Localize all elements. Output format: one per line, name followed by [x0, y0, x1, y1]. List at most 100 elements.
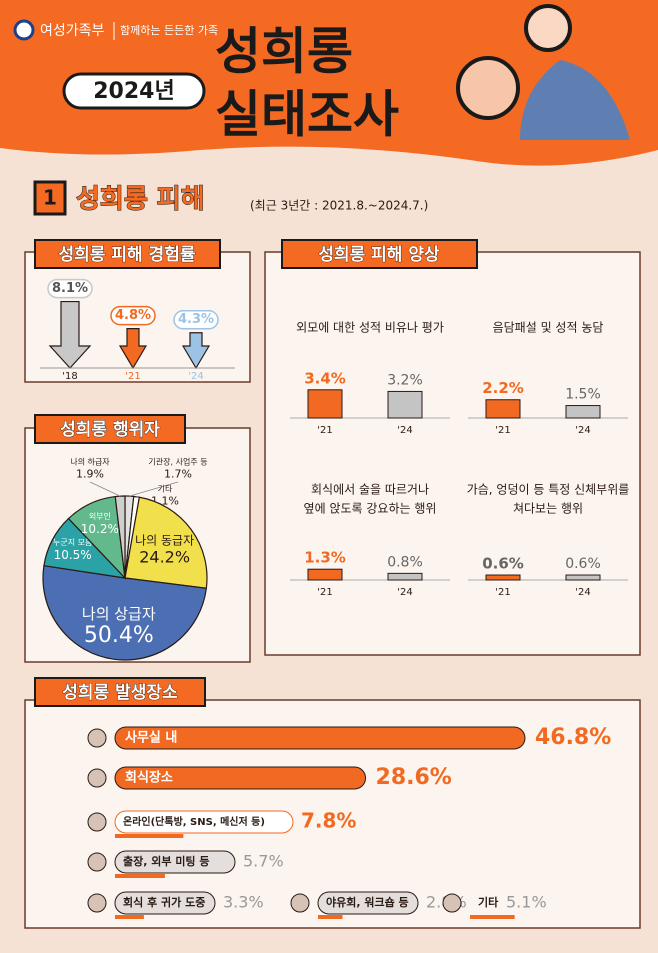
bar — [114, 766, 367, 790]
place-icon — [87, 812, 107, 832]
year-label: '24 — [397, 587, 412, 598]
value-label: 3.4% — [304, 369, 346, 387]
pie-slice — [42, 564, 208, 661]
panel-label: 음담패설 및 성적 농담 — [493, 321, 604, 335]
bar — [387, 390, 423, 419]
pie-slice — [124, 496, 208, 589]
bar — [307, 389, 343, 419]
bar — [485, 574, 521, 581]
slice-value: 1.7% — [164, 468, 192, 481]
value-label: 0.8% — [387, 554, 423, 570]
value-pill — [173, 309, 219, 330]
place-value: 3.3% — [223, 893, 264, 912]
value-label: 2.2% — [482, 379, 524, 397]
place-icon — [290, 893, 310, 913]
section-period: (최근 3년간 : 2021.8.~2024.7.) — [250, 199, 428, 213]
panel-title: 성희롱 발생장소 — [62, 683, 178, 703]
value-label: 4.3% — [178, 312, 214, 327]
panel-title: 성희롱 피해 양상 — [318, 245, 440, 265]
year-label: '21 — [495, 425, 510, 436]
bar — [565, 574, 601, 581]
section-title: 성희롱 피해 — [76, 185, 205, 215]
place-icon — [442, 893, 462, 913]
place-icon — [87, 852, 107, 872]
slice-label: 누군지 모름 — [53, 538, 92, 547]
panel — [264, 251, 641, 656]
panel-title: 성희롱 행위자 — [60, 420, 160, 440]
label-pill — [114, 810, 294, 834]
panel-label: 쳐다보는 행위 — [513, 501, 583, 516]
value-label: 0.6% — [482, 555, 524, 573]
place-value: 5.7% — [243, 852, 284, 871]
arrow-bar — [48, 300, 92, 369]
section-number-box — [33, 180, 67, 216]
slice-value: 24.2% — [139, 547, 190, 566]
slice-label: 나의 동급자 — [135, 533, 194, 547]
bar — [387, 572, 423, 581]
place-label: 온라인(단톡방, SNS, 메신저 등) — [123, 815, 265, 828]
value-label: 4.8% — [115, 308, 151, 323]
slice-value: 10.5% — [54, 548, 92, 562]
slice-value: 50.4% — [84, 623, 154, 648]
year-label: '24 — [575, 587, 590, 598]
year-label: '24 — [397, 425, 412, 436]
panel-tab — [34, 414, 186, 444]
value-label: 1.3% — [304, 549, 346, 567]
leader-line — [89, 481, 121, 497]
year-label: '24 — [575, 425, 590, 436]
value-label: 8.1% — [52, 281, 88, 296]
panel-tab — [34, 677, 206, 707]
magnifier-illustration — [524, 4, 572, 52]
slice-label: 외부인 — [89, 511, 111, 521]
panel-tab — [34, 239, 221, 269]
bar — [565, 405, 601, 419]
place-value: 28.6% — [376, 765, 452, 790]
panel-title: 성희롱 피해 경험률 — [59, 244, 196, 265]
year-label: '21 — [125, 371, 140, 382]
bar — [307, 568, 343, 581]
year-label: '21 — [495, 587, 510, 598]
leader-line — [129, 481, 179, 497]
logo — [13, 19, 35, 41]
label-pill — [317, 891, 419, 915]
place-value: 46.8% — [535, 725, 611, 750]
ministry: 여성가족부 — [40, 23, 105, 39]
section-number: 1 — [43, 186, 57, 210]
place-icon — [87, 893, 107, 913]
place-label: 야유회, 워크숍 등 — [326, 895, 409, 909]
place-value: 5.1% — [506, 893, 547, 912]
place-value: 7.8% — [301, 809, 356, 833]
place-label: 사무실 내 — [125, 730, 177, 746]
year-pill — [62, 72, 206, 110]
bar — [115, 874, 165, 878]
header-band — [0, 0, 658, 166]
arrow-bar — [181, 332, 211, 370]
place-label: 회식장소 — [125, 770, 173, 786]
bar — [470, 915, 515, 919]
bar — [114, 726, 526, 750]
magnifier-illustration — [456, 56, 520, 120]
value-label: 1.5% — [565, 387, 601, 403]
bar — [115, 834, 184, 838]
panel-label: 옆에 앉도록 강요하는 행위 — [304, 501, 437, 516]
slice-value: 1.9% — [76, 468, 104, 481]
year: 2024년 — [93, 79, 174, 104]
slice-label: 나의 상급자 — [82, 605, 156, 623]
value-label: 0.6% — [565, 556, 601, 572]
year-label: '18 — [62, 371, 77, 382]
title-line: 성희롱 — [215, 23, 353, 81]
person-illustration — [520, 60, 630, 140]
slice-value: 10.2% — [81, 522, 119, 536]
label-pill — [114, 891, 216, 915]
slogan: 함께하는 든든한 가족 — [120, 23, 218, 37]
title-line: 실태조사 — [215, 86, 399, 144]
place-label: 회식 후 귀가 도중 — [123, 895, 205, 909]
bar — [115, 915, 144, 919]
value-pill — [47, 278, 93, 299]
place-icon — [87, 728, 107, 748]
year-label: '24 — [188, 371, 203, 382]
place-icon — [87, 768, 107, 788]
slice-label: 나의 하급자 — [70, 457, 110, 467]
panel-label: 회식에서 술을 따르거나 — [311, 483, 429, 497]
